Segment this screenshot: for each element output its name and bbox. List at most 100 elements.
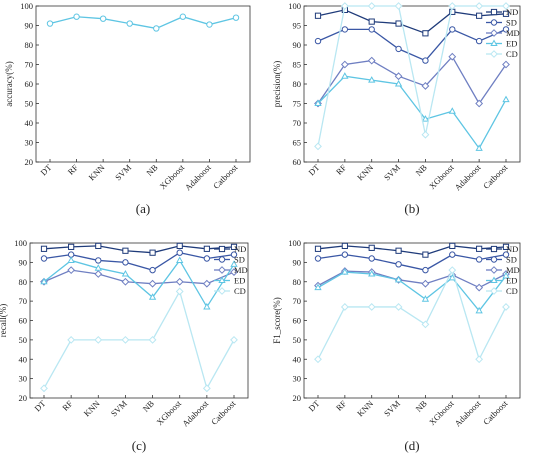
data-point-ED-7 [502, 271, 510, 279]
legend-label-SD: SD [506, 18, 517, 28]
y-tick-label: 60 [293, 316, 302, 326]
y-tick-label: 40 [25, 118, 34, 128]
y-tick-label: 90 [19, 257, 28, 267]
data-point-ED-7 [230, 260, 238, 267]
data-point-MD-4 [148, 279, 157, 288]
x-tick-label: RF [60, 398, 75, 413]
legend-label-CD: CD [506, 286, 518, 296]
data-point-ED-5 [448, 107, 456, 114]
series-line-ED [43, 259, 235, 309]
series-line-ED [317, 271, 507, 312]
x-tick-label: RF [334, 162, 349, 177]
legend-label-MD: MD [234, 265, 248, 275]
data-point-SD-3 [395, 45, 402, 53]
y-tick-label: 20 [293, 393, 302, 403]
y-tick-label: 20 [25, 157, 34, 167]
x-tick-label: KNN [82, 398, 102, 418]
data-point-ND-0 [314, 12, 322, 19]
data-point-ED-2 [94, 264, 102, 271]
data-point-ND-1 [68, 243, 75, 250]
data-point-ND-5 [449, 242, 456, 250]
x-tick-label: Catboost [481, 162, 510, 191]
data-point-ND-4 [149, 249, 156, 256]
data-point-SD-5 [449, 26, 456, 33]
data-point-SD-3 [395, 261, 402, 268]
data-point-CD-7 [230, 335, 238, 344]
data-point-ND-6 [203, 245, 210, 252]
data-point-MD-legend [490, 266, 498, 274]
y-tick-label: 85 [293, 60, 302, 70]
data-point-MD-legend [218, 266, 226, 274]
y-axis-label: accuracy(%) [4, 61, 14, 106]
x-tick-label: XGboost [154, 398, 183, 427]
data-point-CD-3 [394, 303, 403, 311]
data-point-MD-6 [475, 99, 484, 108]
data-point-ND-2 [95, 242, 102, 250]
data-point-series-5 [179, 13, 187, 20]
x-tick-label: KNN [355, 398, 375, 418]
data-point-MD-legend [490, 29, 498, 37]
data-point-ND-legend [490, 8, 498, 16]
data-point-SD-4 [149, 266, 156, 274]
data-point-SD-5 [449, 251, 456, 258]
series-line-SD [317, 253, 507, 271]
data-point-SD-1 [341, 26, 349, 33]
data-point-SD-legend [218, 256, 226, 263]
panel-label: (c) [132, 438, 146, 453]
data-point-CD-5 [175, 287, 184, 296]
data-point-ED-legend [218, 276, 226, 283]
x-tick-label: XGboost [427, 162, 456, 191]
x-tick-label: Adaboost [183, 162, 214, 193]
data-point-SD-2 [95, 257, 102, 264]
data-point-ND-legend [490, 245, 498, 253]
data-point-SD-6 [475, 37, 483, 45]
legend-label-ND: ND [234, 244, 246, 254]
x-tick-label: NB [413, 162, 429, 178]
legend-label-ED: ED [234, 276, 245, 286]
data-point-CD-3 [394, 2, 403, 10]
data-point-ND-7 [502, 10, 510, 17]
legend-label-ED: ED [506, 39, 517, 49]
y-tick-label: 70 [25, 60, 34, 70]
data-point-CD-0 [40, 384, 48, 393]
x-tick-label: XGboost [157, 162, 186, 191]
data-point-MD-5 [175, 277, 184, 286]
x-tick-label: SVM [382, 162, 402, 182]
y-tick-label: 65 [293, 138, 302, 148]
data-point-ND-0 [314, 245, 322, 252]
data-point-ND-3 [122, 247, 129, 254]
data-point-CD-6 [475, 2, 484, 10]
y-tick-label: 60 [19, 316, 28, 326]
y-tick-label: 70 [19, 296, 28, 306]
data-point-ND-4 [422, 251, 429, 258]
y-tick-label: 60 [25, 79, 34, 89]
y-tick-label: 50 [293, 335, 302, 345]
data-point-CD-2 [367, 2, 376, 10]
panel-label: (b) [404, 201, 419, 216]
y-tick-label: 90 [293, 40, 302, 50]
data-point-ND-2 [368, 18, 375, 25]
data-point-MD-1 [67, 266, 76, 275]
series-line-SD [317, 28, 507, 62]
x-tick-label: Adaboost [180, 398, 211, 429]
data-point-SD-legend [490, 256, 498, 263]
legend-label-ED: ED [506, 276, 517, 286]
x-tick-label: XGboost [427, 398, 456, 427]
y-tick-label: 30 [19, 374, 28, 384]
data-point-ND-6 [476, 245, 483, 252]
data-point-ND-legend [218, 245, 226, 253]
data-point-ND-5 [176, 242, 183, 250]
data-point-SD-6 [203, 255, 211, 262]
y-tick-label: 80 [293, 277, 302, 287]
x-tick-label: Adaboost [452, 398, 483, 429]
data-point-ED-legend [490, 276, 498, 283]
chart-panel-1: 20 30 40 50 60 70 80 90 100 DT RF KNN SVM NBXGboostAd… [4, 1, 251, 216]
data-point-ED-3 [394, 275, 403, 283]
x-tick-label: DT [32, 398, 48, 414]
series-line-ND [317, 9, 507, 35]
data-point-SD-2 [368, 255, 375, 262]
y-tick-label: 70 [293, 118, 302, 128]
